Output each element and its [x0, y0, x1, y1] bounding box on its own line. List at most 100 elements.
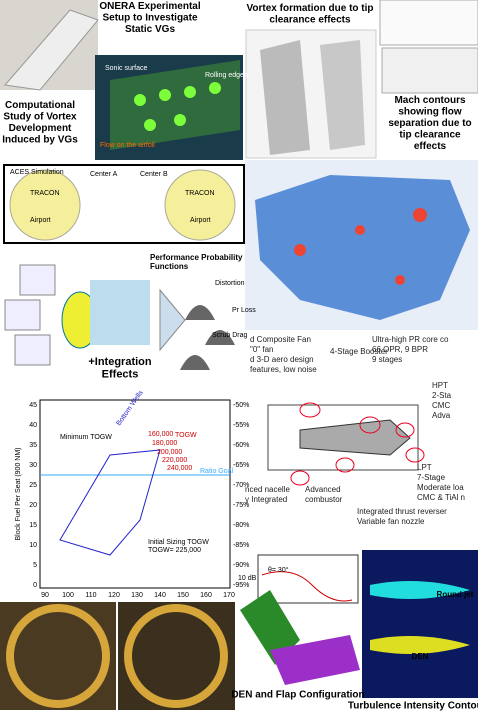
panel-title: Computational Study of Vortex Development I… [2, 100, 78, 146]
flap [270, 635, 360, 685]
label: Center A [90, 171, 118, 178]
contour [370, 636, 470, 654]
label: Round jet [437, 590, 474, 599]
engine-label: LPT [417, 463, 432, 472]
tracon-circle [9, 169, 81, 241]
label: 180,000 [152, 440, 177, 447]
contour [370, 581, 470, 599]
label: Center B [140, 171, 168, 178]
blade [320, 40, 365, 150]
engine-label: 2-Sta [432, 391, 452, 400]
panel-title: Vortex formation due to tip clearance eff… [246, 3, 373, 26]
label: 200,000 [157, 449, 182, 456]
vortex-dots [134, 82, 221, 131]
simulation-shape [110, 60, 240, 150]
engine-label: features, low noise [250, 365, 317, 374]
engine-label: CMC & TiAl n [417, 493, 465, 502]
label: TOGW [175, 432, 197, 439]
y-tick-label: 10 [29, 542, 37, 549]
label: TRACON [30, 190, 60, 197]
photo-shape [4, 9, 99, 91]
y2-tick-label: -55% [233, 422, 249, 429]
y2-tick-label: -80% [233, 522, 249, 529]
engine-label: Variable fan nozzle [357, 517, 425, 526]
engine-label: d 3-D aero design [250, 355, 314, 364]
small-plot [14, 334, 51, 366]
engine-label: 66 OPR, 9 BPR [372, 345, 428, 354]
x-tick-label: 170 [223, 592, 235, 599]
label: 220,000 [162, 457, 187, 464]
label: Distortion [215, 280, 245, 287]
panel-title: Turbulence Intensity Contours [348, 701, 478, 712]
engine-label: combustor [305, 495, 343, 504]
label: Airport [190, 217, 211, 224]
engine-label: Integrated thrust reverser [357, 507, 447, 516]
panel-title: Mach contours showing flow separation due … [388, 95, 471, 152]
label: 160,000 [148, 431, 173, 438]
chart-frame [39, 399, 231, 589]
label: 10 dB [238, 575, 257, 582]
panel-title: ACES Simulation [10, 169, 64, 176]
x-tick-label: 130 [131, 592, 143, 599]
x-tick-label: 100 [62, 592, 74, 599]
y-axis-label: Block Fuel Per Seat (900 NM) [15, 448, 22, 541]
y-tick-label: 20 [29, 502, 37, 509]
y-tick-label: 5 [33, 562, 37, 569]
label: TOGW= 225,000 [148, 547, 201, 554]
label: Pr Loss [232, 307, 256, 314]
x-tick-label: 110 [85, 592, 96, 599]
engine-label: Moderate loa [417, 483, 464, 492]
engine-label: d Composite Fan [250, 335, 311, 344]
spectrum-line [261, 571, 353, 602]
label: 240,000 [167, 465, 192, 472]
y2-tick-label: -65% [233, 462, 249, 469]
label: Flow on the airfoil [100, 142, 155, 149]
engine-label: Ultra-high PR core co [372, 335, 449, 344]
arrow [159, 288, 186, 352]
label: Rolling edges [205, 72, 248, 79]
x-tick-label: 150 [177, 592, 189, 599]
label: Sonic surface [105, 65, 148, 72]
y-tick-label: 35 [29, 442, 37, 449]
label: Scrub Drag [212, 332, 248, 339]
aircraft-image [90, 280, 150, 345]
nozzle [240, 590, 300, 665]
x-tick-label: 120 [108, 592, 120, 599]
small-plot [4, 299, 41, 331]
caption: +Integration Effects [88, 356, 152, 381]
y-tick-label: 40 [29, 422, 37, 429]
callout-circles [290, 402, 425, 486]
y2-tick-label: -95% [233, 582, 249, 589]
ring [6, 604, 110, 708]
blade [260, 40, 310, 155]
panel-title: Performance Probability Functions [150, 253, 243, 271]
engine-label: HPT [432, 381, 448, 390]
label: Ratio Goal [200, 468, 234, 475]
y-tick-label: 30 [29, 462, 37, 469]
photo [0, 602, 116, 710]
engine-label: y Integrated [245, 495, 287, 504]
contour-image [362, 550, 478, 698]
y2-tick-label: -90% [233, 562, 249, 569]
label: DEN [412, 652, 429, 661]
pdf-plots [180, 305, 235, 370]
engine-label: nced nacelle [245, 485, 290, 494]
x-tick-label: 140 [154, 592, 166, 599]
engine-label: 4-Stage Booster [330, 347, 388, 356]
y2-tick-label: -50% [233, 402, 249, 409]
engine-label: 7-Stage [417, 473, 446, 482]
engine-core [299, 419, 411, 456]
y2-tick-label: -75% [233, 502, 249, 509]
panel-title: DEN and Flap Configuration [231, 690, 364, 701]
engine-label: CMC [432, 401, 450, 410]
label: Airport [30, 217, 51, 224]
y-tick-label: 25 [29, 482, 37, 489]
ring [124, 604, 228, 708]
engine-label: 9 stages [372, 355, 402, 364]
small-plot [19, 264, 56, 296]
map-hotspots [294, 208, 427, 285]
label: Initial Sizing TOGW [148, 539, 209, 546]
y2-tick-label: -70% [233, 482, 249, 489]
label: Minimum TOGW [60, 434, 112, 441]
carpet [59, 449, 161, 556]
